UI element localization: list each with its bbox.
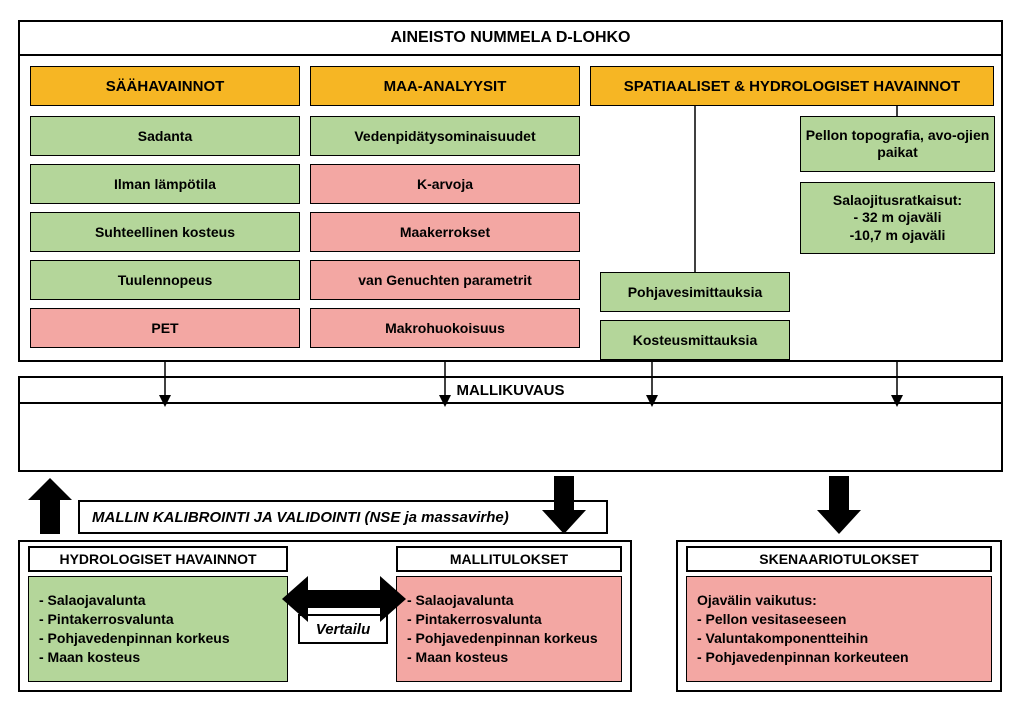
big-arrow-double	[282, 576, 406, 622]
connectors-svg	[0, 0, 1023, 703]
big-arrow-down-mid	[542, 476, 586, 534]
big-arrow-up	[28, 478, 72, 534]
big-arrow-down-right	[817, 476, 861, 534]
